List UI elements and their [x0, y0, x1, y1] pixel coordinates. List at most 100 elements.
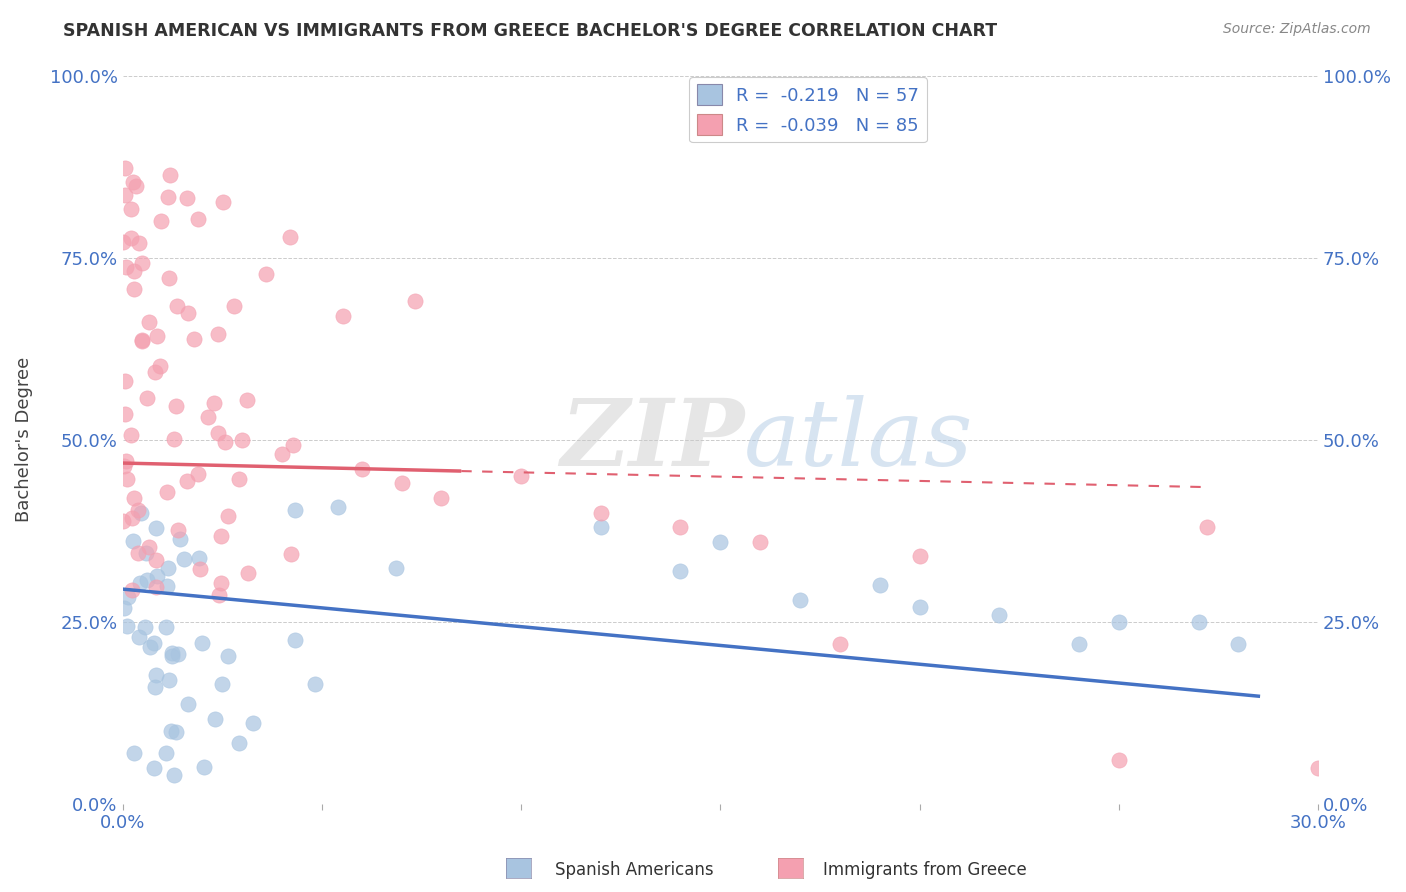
Point — [122, 491, 145, 506]
Point — [385, 561, 408, 575]
Point — [326, 500, 349, 515]
Text: Source: ZipAtlas.com: Source: ZipAtlas.com — [1223, 22, 1371, 37]
Point — [202, 396, 225, 410]
Point — [214, 435, 236, 450]
Point — [135, 391, 157, 405]
Point — [173, 551, 195, 566]
Point — [135, 546, 157, 560]
Point — [191, 636, 214, 650]
Point — [224, 299, 246, 313]
Point — [190, 562, 212, 576]
Point — [204, 712, 226, 726]
Point — [228, 736, 250, 750]
Point — [231, 433, 253, 447]
Point — [197, 410, 219, 425]
Point — [134, 619, 156, 633]
Text: Immigrants from Greece: Immigrants from Greece — [823, 861, 1026, 879]
Point — [111, 514, 134, 528]
Point — [121, 511, 143, 525]
Legend: R =  -0.219   N = 57, R =  -0.039   N = 85: R = -0.219 N = 57, R = -0.039 N = 85 — [689, 78, 927, 143]
Point — [156, 560, 179, 574]
Point — [217, 648, 239, 663]
Point — [167, 647, 190, 661]
Point — [165, 399, 187, 413]
Point — [350, 462, 373, 476]
Point — [669, 564, 692, 578]
Point — [117, 590, 139, 604]
Point — [135, 573, 157, 587]
Point — [121, 582, 143, 597]
Point — [271, 447, 294, 461]
Point — [304, 677, 326, 691]
Point — [157, 673, 180, 687]
Point — [159, 168, 181, 182]
Point — [177, 306, 200, 320]
Point — [284, 503, 307, 517]
Point — [131, 256, 153, 270]
Point — [131, 333, 153, 347]
Point — [1195, 520, 1218, 534]
Point — [510, 469, 533, 483]
Point — [1227, 637, 1250, 651]
Point — [127, 546, 149, 560]
Point — [207, 326, 229, 341]
Point — [209, 575, 232, 590]
Point — [157, 270, 180, 285]
Point — [155, 746, 177, 760]
Point — [145, 580, 167, 594]
Point — [169, 532, 191, 546]
Point — [122, 176, 145, 190]
Point — [280, 547, 302, 561]
Point — [228, 472, 250, 486]
Point — [242, 715, 264, 730]
Point — [183, 333, 205, 347]
Point — [138, 315, 160, 329]
Text: SPANISH AMERICAN VS IMMIGRANTS FROM GREECE BACHELOR'S DEGREE CORRELATION CHART: SPANISH AMERICAN VS IMMIGRANTS FROM GREE… — [63, 22, 997, 40]
Point — [281, 438, 304, 452]
Point — [1308, 760, 1330, 774]
Point — [143, 680, 166, 694]
Point — [908, 600, 931, 615]
Point — [138, 541, 160, 555]
Point — [589, 520, 612, 534]
Point — [155, 579, 177, 593]
Point — [114, 161, 136, 175]
Point — [1187, 615, 1209, 629]
Point — [120, 202, 142, 216]
Y-axis label: Bachelor's Degree: Bachelor's Degree — [15, 357, 32, 523]
Point — [165, 725, 187, 739]
Point — [828, 637, 851, 651]
Point — [391, 476, 413, 491]
Point — [162, 646, 184, 660]
Point — [112, 600, 135, 615]
Point — [749, 534, 772, 549]
Point — [236, 392, 259, 407]
Text: Spanish Americans: Spanish Americans — [555, 861, 714, 879]
Point — [131, 334, 153, 348]
Point — [163, 768, 186, 782]
Point — [115, 260, 138, 275]
Point — [209, 529, 232, 543]
Point — [128, 576, 150, 591]
Point — [1108, 615, 1130, 629]
Point — [709, 534, 731, 549]
Point — [1067, 637, 1090, 651]
Point — [122, 282, 145, 296]
Point — [211, 194, 233, 209]
Point — [131, 506, 153, 520]
Point — [114, 374, 136, 388]
Point — [988, 607, 1011, 622]
Point — [211, 677, 233, 691]
Point — [112, 458, 135, 473]
Point — [124, 746, 146, 760]
Point — [145, 521, 167, 535]
Point — [430, 491, 453, 505]
Point — [176, 475, 198, 489]
Point — [117, 619, 139, 633]
Point — [167, 523, 190, 537]
Point — [155, 620, 177, 634]
Point — [115, 472, 138, 486]
Point — [278, 230, 301, 244]
Point — [145, 668, 167, 682]
Point — [146, 329, 169, 343]
